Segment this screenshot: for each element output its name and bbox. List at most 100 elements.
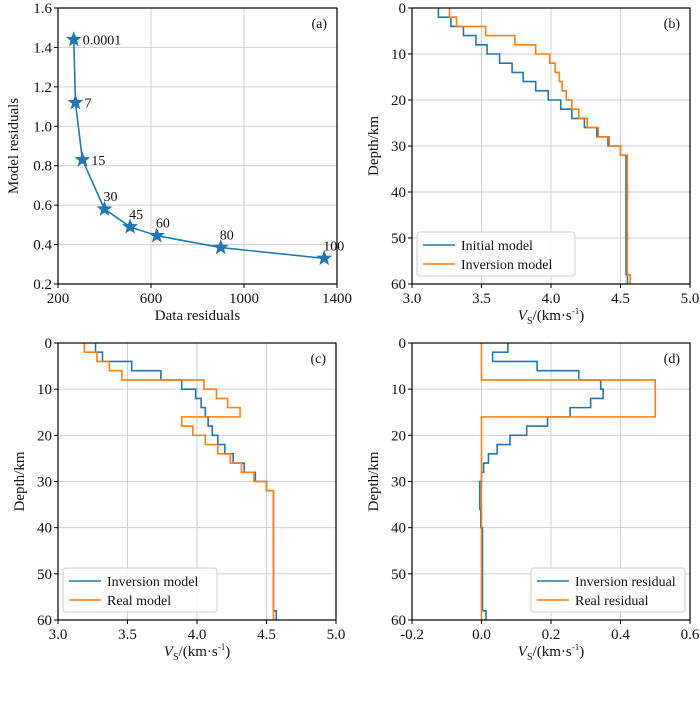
legend-label: Inversion model <box>107 575 198 590</box>
y-tick-label: 60 <box>391 277 406 293</box>
point-label: 100 <box>323 239 344 254</box>
x-label-var: V <box>518 308 529 324</box>
legend: Inversion model Real model <box>62 567 218 613</box>
legend-label: Inversion model <box>461 258 552 273</box>
panel-label: (a) <box>311 17 327 32</box>
panel-b: 3.0 3.5 4.0 4.5 5.0 0 10 20 30 40 50 60 VS/(km·s-1) D… <box>366 1 699 327</box>
y-tick-label: 30 <box>391 475 406 491</box>
x-tick-label: 5.0 <box>681 291 700 307</box>
series-line-inversion-model <box>448 8 632 284</box>
legend-box <box>416 231 576 277</box>
y-tick-label: 50 <box>37 567 52 583</box>
y-tick-label: 1.2 <box>33 80 52 96</box>
x-label-var: V <box>518 644 529 660</box>
point-label: 30 <box>104 190 118 205</box>
y-tick-label: 20 <box>37 428 52 444</box>
y-tick-label: 0.2 <box>33 277 52 293</box>
x-tick-label: 0.6 <box>681 627 700 643</box>
x-tick-label: 200 <box>47 291 70 307</box>
legend-box <box>530 567 686 613</box>
series-line-real-residual <box>480 343 657 620</box>
y-tick-label: 60 <box>391 613 406 629</box>
y-axis-label: Depth/km <box>12 451 28 511</box>
x-label-end: ) <box>225 644 230 660</box>
y-tick-label: 1.6 <box>33 1 52 17</box>
y-tick-label: 50 <box>391 567 406 583</box>
series-line-real-model <box>83 343 275 620</box>
y-axis-label: Depth/km <box>366 451 382 511</box>
x-label-unit: /(km·s <box>179 644 218 660</box>
x-label-sub: S <box>527 652 533 663</box>
x-label-sub: S <box>173 652 179 663</box>
y-tick-label: 40 <box>37 521 52 537</box>
x-axis-label: Data residuals <box>155 308 241 324</box>
y-axis-label: Model residuals <box>6 98 22 194</box>
star-marker <box>122 218 139 234</box>
x-tick-label: 4.0 <box>542 291 561 307</box>
panel-label: (c) <box>310 352 326 367</box>
panel-label: (b) <box>664 17 681 32</box>
y-tick-label: 20 <box>391 93 406 109</box>
legend: Initial model Inversion model <box>416 231 576 277</box>
x-label-var: V <box>164 644 175 660</box>
point-label: 15 <box>91 154 105 169</box>
x-label-unit: /(km·s <box>533 644 572 660</box>
x-tick-label: -0.2 <box>400 627 424 643</box>
legend-label: Real residual <box>575 594 649 609</box>
x-axis-label: VS/(km·s-1) <box>518 306 584 327</box>
x-label-sup: -1 <box>572 306 580 316</box>
axes-frame <box>57 7 338 285</box>
series-line-inversion-residual <box>478 343 604 620</box>
panel-a: 0.0001 7 15 30 45 60 80 100 200 600 1000 1400 0.2 0.4… <box>6 1 352 324</box>
y-tick-label: 0 <box>399 1 407 17</box>
series-group <box>83 343 278 620</box>
x-axis-label: VS/(km·s-1) <box>164 642 230 663</box>
panel-c: 3.0 3.5 4.0 4.5 5.0 0 10 20 30 40 50 60 VS/(km·s-1) D… <box>12 336 345 663</box>
x-tick-label: 0.2 <box>542 627 561 643</box>
series-group <box>437 8 632 284</box>
legend-box <box>62 567 218 613</box>
y-tick-label: 0.4 <box>33 238 52 254</box>
y-tick-label: 0.8 <box>33 159 52 175</box>
x-tick-label: 3.0 <box>403 291 422 307</box>
grid <box>57 7 338 285</box>
point-label: 7 <box>84 97 91 112</box>
x-tick-label: 4.0 <box>188 627 207 643</box>
y-tick-label: 1.0 <box>33 119 52 135</box>
y-tick-label: 10 <box>37 382 52 398</box>
x-label-unit: /(km·s <box>533 308 572 324</box>
series-group <box>478 343 657 620</box>
legend-label: Real model <box>107 594 171 609</box>
y-tick-label: 20 <box>391 428 406 444</box>
x-label-end: ) <box>579 644 584 660</box>
y-tick-label: 1.4 <box>33 40 52 56</box>
x-tick-label: 0.0 <box>472 627 491 643</box>
star-marker <box>74 151 91 167</box>
series-group: 0.0001 7 15 30 45 60 80 100 <box>65 31 344 266</box>
x-tick-label: 1000 <box>229 291 259 307</box>
legend-label: Initial model <box>461 239 533 254</box>
point-label: 80 <box>220 229 234 244</box>
x-tick-label: 1400 <box>322 291 352 307</box>
y-axis-label: Depth/km <box>366 116 382 176</box>
y-tick-label: 50 <box>391 231 406 247</box>
x-label-sup: -1 <box>218 642 226 652</box>
star-marker <box>148 227 165 243</box>
point-label: 45 <box>129 208 143 223</box>
x-label-sub: S <box>527 316 533 327</box>
y-tick-label: 10 <box>391 47 406 63</box>
x-axis-label: VS/(km·s-1) <box>518 642 584 663</box>
x-label-end: ) <box>579 308 584 324</box>
legend: Inversion residual Real residual <box>530 567 686 613</box>
series-line-l-curve <box>73 39 325 260</box>
panel-label: (d) <box>664 352 681 367</box>
legend-label: Inversion residual <box>575 575 676 590</box>
x-tick-label: 4.5 <box>257 627 276 643</box>
star-marker <box>96 200 113 216</box>
y-tick-label: 60 <box>37 613 52 629</box>
y-tick-label: 40 <box>391 521 406 537</box>
point-label: 60 <box>156 217 170 232</box>
point-label: 0.0001 <box>83 34 122 49</box>
x-tick-label: 0.4 <box>611 627 630 643</box>
